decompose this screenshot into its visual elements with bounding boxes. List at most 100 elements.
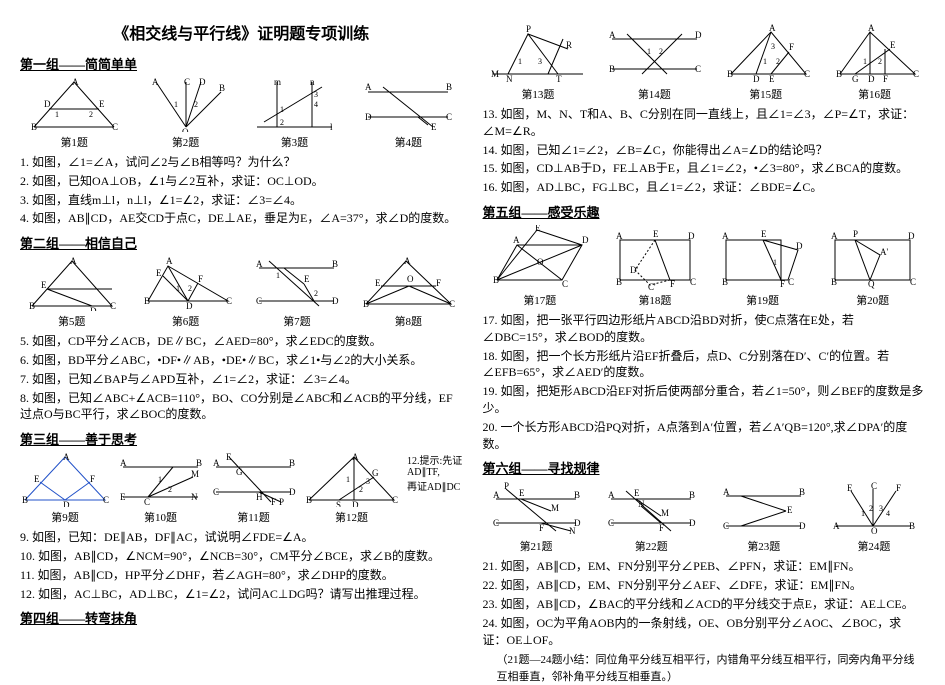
group3-header: 第三组——善于思考 (20, 429, 463, 448)
fig-caption-15: 第15题 (749, 86, 782, 102)
svg-text:C: C (110, 301, 116, 311)
problem-18: 18. 如图，把一个长方形纸片沿EF折叠后，点D、C分别落在D′、C′的位置。若… (483, 348, 926, 382)
svg-text:M: M (661, 508, 669, 518)
svg-text:A: A (166, 256, 173, 266)
fig-16: A B C D G F E 1 2 第16题 (830, 24, 920, 102)
svg-text:A: A (868, 24, 875, 33)
svg-text:P: P (279, 497, 284, 507)
fig-caption-5: 第5题 (58, 313, 86, 329)
fig-15: A B C D E F 1 2 3 第15题 (721, 24, 811, 102)
svg-text:M: M (551, 503, 559, 513)
svg-text:2: 2 (878, 57, 882, 66)
svg-text:1: 1 (174, 100, 178, 109)
diagram-13: M N T P R 1 3 (488, 24, 588, 84)
diagram-9: A B C D E F (20, 452, 110, 507)
fig-caption-24: 第24题 (857, 538, 890, 554)
svg-text:D: D (289, 487, 296, 497)
problem-12: 12. 如图，AC⊥BC，AD⊥BC，∠1=∠2，试问AC⊥DG吗？请写出推理过… (20, 586, 463, 603)
problem-24: 24. 如图，OC为平角AOB内的一条射线，OE、OB分别平分∠AOC、∠BOC… (483, 615, 926, 649)
svg-text:B: B (609, 64, 615, 74)
svg-text:A: A (769, 24, 776, 33)
problem-11: 11. 如图，AB∥CD，HP平分∠DHF，若∠AGH=80°，求∠DHP的度数… (20, 567, 463, 584)
svg-text:C: C (695, 64, 701, 74)
svg-text:D: D (199, 77, 206, 87)
svg-text:A: A (120, 458, 127, 468)
fig-caption-19: 第19题 (746, 292, 779, 308)
svg-text:4: 4 (314, 100, 318, 109)
svg-text:1: 1 (176, 284, 180, 293)
svg-text:B: B (306, 495, 312, 505)
svg-text:F: F (198, 274, 203, 284)
svg-text:E: E (156, 268, 162, 278)
svg-text:2: 2 (359, 485, 363, 494)
fig-21: A B C D P E M F N 第21题 (491, 481, 581, 554)
svg-text:C: C (690, 277, 696, 287)
svg-text:P: P (526, 24, 531, 34)
svg-text:E: E (375, 278, 381, 288)
svg-text:N: N (506, 74, 513, 84)
diagram-7: A B C D E 1 2 (254, 256, 339, 311)
svg-text:3: 3 (538, 57, 542, 66)
svg-text:3: 3 (314, 90, 318, 99)
svg-text:2: 2 (194, 100, 198, 109)
svg-text:F: F (883, 74, 888, 84)
svg-text:C': C' (648, 282, 656, 290)
svg-text:2: 2 (659, 47, 663, 56)
svg-text:F: F (90, 474, 95, 484)
fig-row-6: A B C D P E M F N 第21题 A B C (483, 481, 926, 554)
diagram-3: m n l 1 2 3 4 (252, 77, 337, 132)
svg-text:G: G (372, 468, 379, 478)
svg-text:D': D' (630, 265, 638, 275)
svg-text:P: P (504, 481, 509, 491)
problem-1: 1. 如图，∠1=∠A，试问∠2与∠B相等吗？为什么？ (20, 154, 463, 171)
svg-text:3: 3 (879, 504, 883, 513)
svg-text:S: S (336, 500, 341, 507)
svg-text:M: M (191, 469, 199, 479)
fig-19: A E B F D C 1 第19题 (718, 225, 808, 308)
svg-text:E: E (99, 99, 105, 109)
svg-text:1: 1 (158, 475, 162, 484)
svg-text:P: P (853, 229, 858, 239)
svg-text:1: 1 (863, 57, 867, 66)
svg-text:B: B (616, 277, 622, 287)
svg-text:2: 2 (869, 504, 873, 513)
svg-text:A': A' (880, 247, 888, 257)
svg-text:D: D (90, 306, 97, 311)
fig-row-3: A B C D E F 第9题 A B E C M N 1 (20, 452, 463, 525)
svg-text:C: C (804, 69, 810, 79)
svg-text:O: O (537, 257, 544, 267)
svg-text:G: G (852, 74, 859, 84)
svg-text:1: 1 (861, 509, 865, 518)
fig-caption-13: 第13题 (521, 86, 554, 102)
svg-text:C: C (723, 521, 729, 531)
svg-text:2: 2 (776, 57, 780, 66)
svg-text:E: E (634, 488, 640, 498)
svg-text:A: A (63, 452, 70, 462)
fig-caption-23: 第23题 (747, 538, 780, 554)
problem-10: 10. 如图，AB∥CD，∠NCM=90°，∠NCB=30°，CM平分∠BCE，… (20, 548, 463, 565)
svg-text:B: B (836, 69, 842, 79)
diagram-6: A B C D E F 1 2 (138, 256, 233, 311)
svg-text:C: C (562, 279, 568, 289)
fig-12: A B C D S G 1 2 3 第12题 (304, 452, 399, 525)
svg-text:A: A (722, 231, 729, 241)
diagram-24: A B O E C F 1 2 3 4 (831, 481, 916, 536)
svg-text:C: C (392, 495, 398, 505)
svg-text:E: E (226, 452, 232, 462)
diagram-10: A B E C M N 1 2 (118, 452, 203, 507)
problem-21: 21. 如图，AB∥CD，EM、FN分别平分∠PEB、∠PFN，求证：EM∥FN… (483, 558, 926, 575)
problem-8: 8. 如图，已知∠ABC+∠ACB=110°，BO、CO分别是∠ABC和∠ACB… (20, 390, 463, 424)
svg-text:C: C (112, 122, 118, 132)
group6-header: 第六组——寻找规律 (483, 458, 926, 477)
svg-text:A: A (352, 452, 359, 462)
diagram-19: A E B F D C 1 (718, 225, 808, 290)
svg-text:N: N (569, 526, 576, 536)
group2-header: 第二组——相信自己 (20, 233, 463, 252)
problem-20: 20. 一个长方形ABCD沿PQ对折，A点落到A′位置，若∠A′QB=120°,… (483, 419, 926, 453)
svg-text:F: F (436, 278, 441, 288)
fig-6: A B C D E F 1 2 第6题 (138, 256, 233, 329)
svg-text:D: D (186, 301, 193, 311)
diagram-4: A B D C E (363, 77, 453, 132)
fig-11: A B C D E G H F P 第11题 (211, 452, 296, 525)
svg-text:D: D (688, 231, 695, 241)
